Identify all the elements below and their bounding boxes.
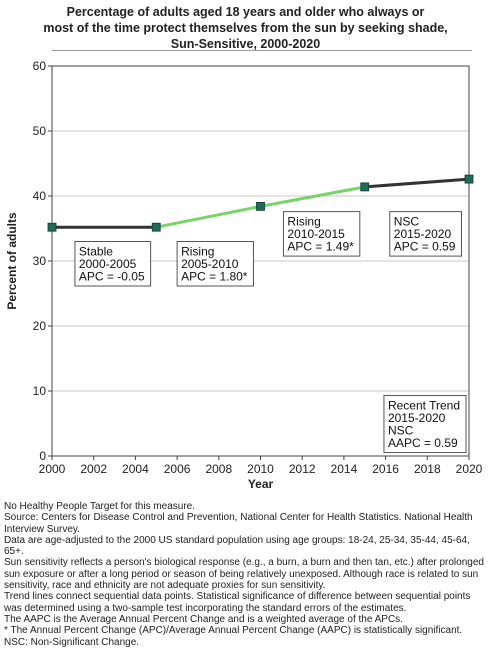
annotation-line: Recent Trend <box>388 399 460 413</box>
x-tick-label-2016: 2016 <box>372 462 399 476</box>
y-tick-label-60: 60 <box>33 59 47 73</box>
y-axis-title: Percent of adults <box>5 212 19 310</box>
data-point-2010 <box>256 201 265 211</box>
x-axis-ticks: 2000 2002 2004 2006 2008 2010 2012 2014 2016 2018… <box>39 456 483 476</box>
annotation-line: NSC <box>388 424 414 438</box>
chart-title: Percentage of adults aged 18 years and o… <box>0 4 491 52</box>
annotation-box <box>74 241 152 287</box>
annotation-line: NSC <box>394 215 420 229</box>
annotation-line: APC = -0.05 <box>79 270 145 284</box>
annotation-line: AAPC = 0.59 <box>388 436 458 450</box>
footnote-line: Trend lines connect sequential data poin… <box>4 591 471 614</box>
data-point-2005 <box>151 222 161 232</box>
y-tick-label-10: 10 <box>33 384 47 398</box>
trend-segment-3 <box>364 177 470 189</box>
annotation-line: Stable <box>79 245 113 259</box>
annotation-line: 2015-2020 <box>394 227 452 241</box>
x-tick-label-2000: 2000 <box>39 462 66 476</box>
annotation-line: APC = 1.49* <box>287 240 354 254</box>
series-markers <box>47 174 474 232</box>
annotation-box <box>282 211 361 257</box>
data-point-2000 <box>47 222 57 232</box>
footnote-line: Sun sensitivity reflects a person's biol… <box>4 557 484 592</box>
annotation-line: APC = 1.80* <box>181 270 248 284</box>
chart-title-line-2: most of the time protect themselves from… <box>43 21 448 35</box>
footnote-line: Data are age-adjusted to the 2000 US sta… <box>4 534 470 558</box>
annotation-line: 2005-2010 <box>181 257 239 271</box>
annotation-line: Rising <box>287 215 320 229</box>
x-tick-label-2014: 2014 <box>331 462 358 476</box>
data-point-2020 <box>464 174 474 184</box>
footnote-line: No Healthy People Target for this measur… <box>4 501 196 512</box>
annotation-line: APC = 0.59 <box>394 240 456 254</box>
annotation-box <box>176 241 254 287</box>
y-tick-label-40: 40 <box>33 189 47 203</box>
annotation-line: 2010-2015 <box>287 227 345 241</box>
y-tick-label-20: 20 <box>33 319 47 333</box>
footnote-line: The AAPC is the Average Annual Percent C… <box>4 613 403 625</box>
annotation-line: 2000-2005 <box>79 257 137 271</box>
data-point-2015 <box>360 182 370 192</box>
x-axis-title: Year <box>248 477 274 491</box>
x-tick-label-2020: 2020 <box>456 462 483 476</box>
footnote-line: * The Annual Percent Change (APC)/Averag… <box>4 625 463 637</box>
y-tick-label-0: 0 <box>39 449 46 463</box>
title-divider <box>52 50 472 51</box>
chart-title-line-1: Percentage of adults aged 18 years and o… <box>66 5 425 19</box>
annotation-line: 2015-2020 <box>388 411 446 425</box>
footnote-line: Source: Centers for Disease Control and … <box>4 512 473 535</box>
x-tick-label-2012: 2012 <box>289 462 316 476</box>
x-tick-label-2006: 2006 <box>164 462 191 476</box>
y-tick-label-30: 30 <box>33 254 47 268</box>
y-tick-label-50: 50 <box>33 124 47 138</box>
x-tick-label-2010: 2010 <box>247 462 274 476</box>
grid-lines <box>52 130 469 392</box>
annotation-box <box>383 395 467 454</box>
x-tick-label-2008: 2008 <box>205 462 232 476</box>
x-tick-label-2018: 2018 <box>414 462 441 476</box>
footnote-line: NSC: Non-Significant Change. <box>4 636 140 648</box>
annotation-box <box>389 211 462 257</box>
chart-title-line-3: Sun-Sensitive, 2000-2020 <box>170 37 321 51</box>
x-tick-label-2002: 2002 <box>80 462 107 476</box>
x-tick-label-2004: 2004 <box>122 462 149 476</box>
y-axis-ticks: 0 10 20 30 40 50 60 <box>33 59 52 463</box>
footnotes: No Healthy People Target for this measur… <box>4 501 488 648</box>
annotation-line: Rising <box>181 245 214 259</box>
